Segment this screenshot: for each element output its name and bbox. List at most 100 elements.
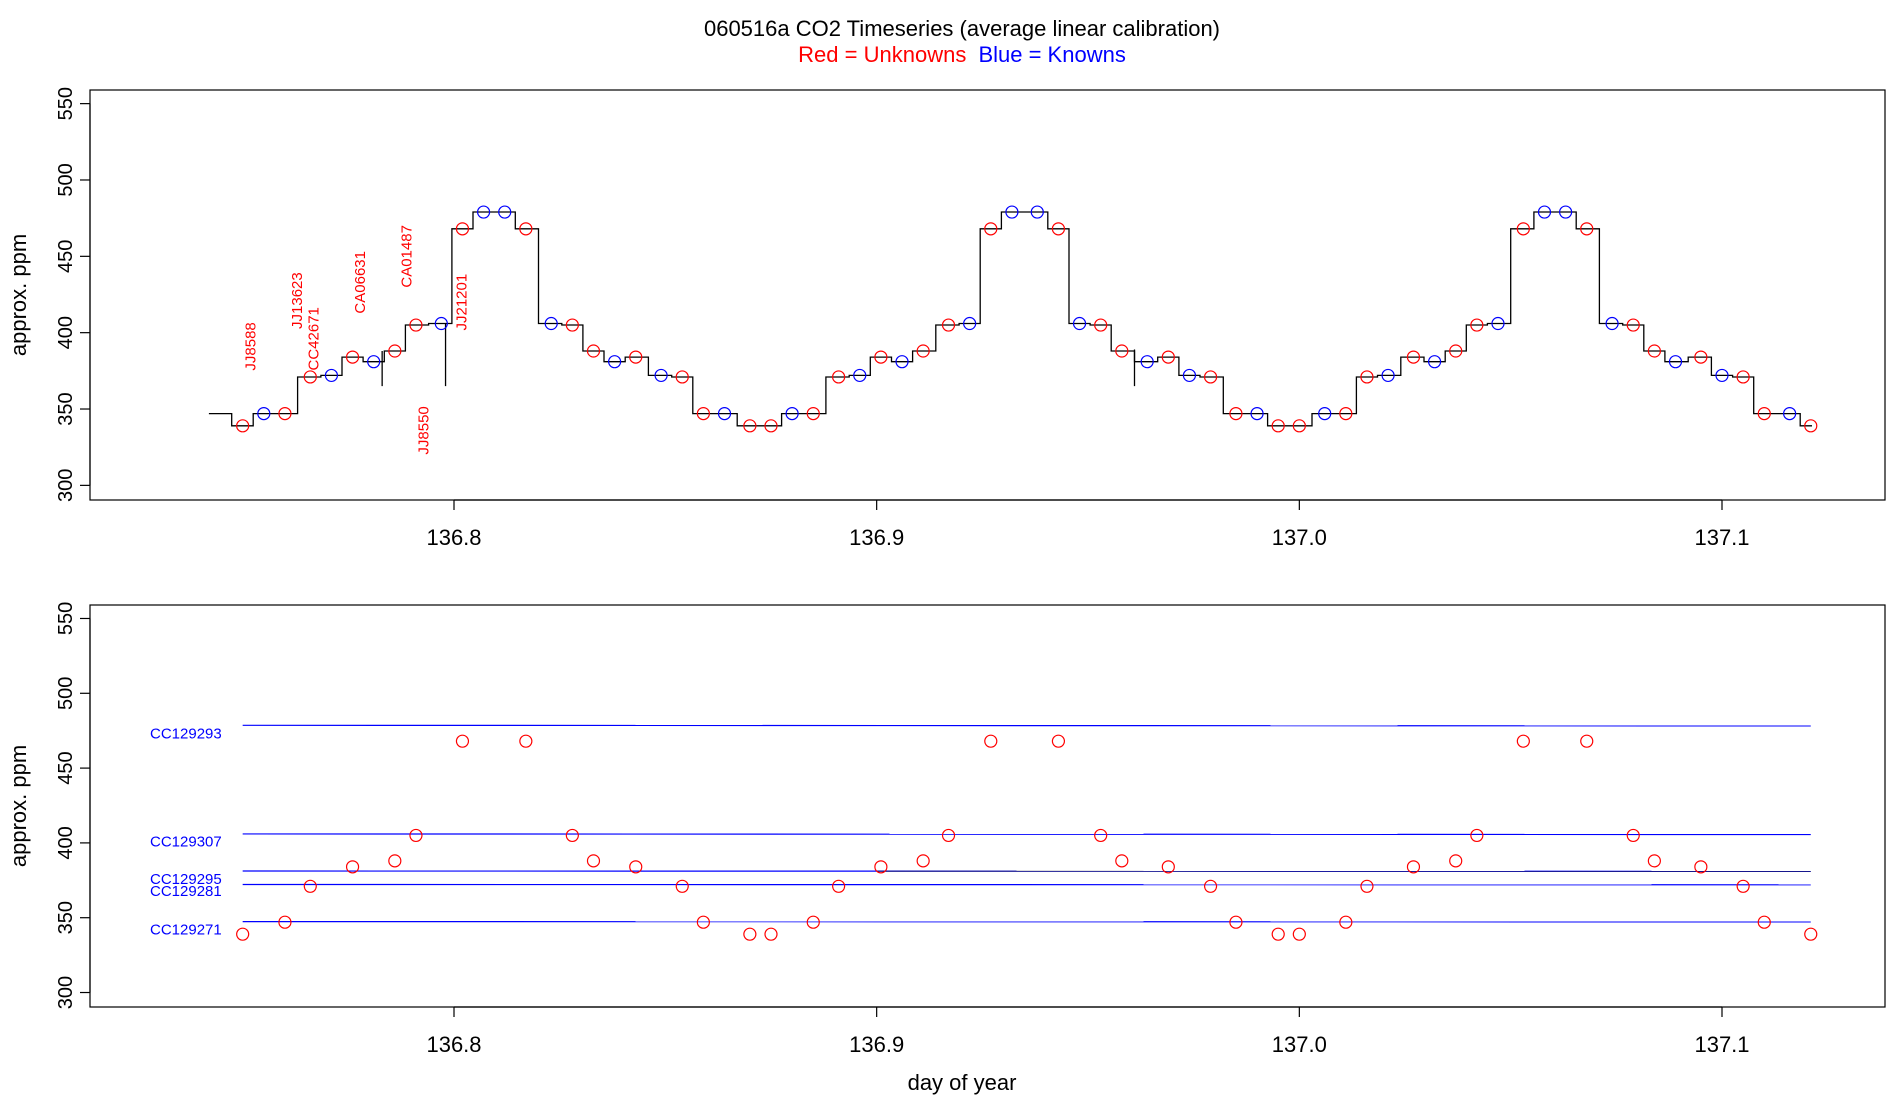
unknown-point: [1360, 370, 1374, 384]
top-y-tick-label: 450: [55, 240, 77, 273]
reference-line: [242, 724, 1811, 727]
reference-label: CC129307: [150, 833, 222, 850]
unknown-point: [806, 407, 820, 421]
unknown-point: [629, 860, 643, 874]
unknown-point: [806, 915, 820, 929]
unknown-point: [565, 318, 579, 332]
unknown-point: [1051, 734, 1066, 748]
unknown-point: [1094, 828, 1108, 843]
unknown-point: [1470, 318, 1484, 332]
unknown-point: [1161, 860, 1175, 874]
unknown-point: [916, 344, 930, 358]
known-point: [476, 205, 491, 219]
unknown-point: [1115, 854, 1129, 868]
known-point: [544, 316, 558, 331]
unknown-point: [455, 222, 470, 236]
unknown-point: [303, 879, 317, 893]
unknown-point: [1094, 318, 1108, 332]
sample-id-label: JJ13623: [289, 272, 306, 329]
top-y-tick-label: 400: [55, 316, 77, 349]
bottom-y-tick-label: 350: [55, 901, 77, 934]
unknown-point: [1229, 915, 1243, 929]
unknown-point: [1694, 350, 1708, 364]
unknown-point: [1229, 407, 1243, 421]
sample-id-label: JJ8550: [416, 406, 433, 454]
unknown-point: [916, 854, 930, 868]
bottom-x-tick-label: 136.8: [426, 1032, 481, 1057]
sample-id-label: CA01487: [399, 225, 416, 288]
unknown-point: [1804, 419, 1818, 433]
unknown-point: [388, 344, 402, 358]
unknown-point: [1203, 879, 1218, 893]
x-axis-title: day of year: [908, 1070, 1017, 1095]
known-point: [1605, 316, 1619, 331]
unknown-point: [1757, 407, 1771, 421]
unknown-point: [764, 419, 778, 433]
sample-id-label: CA06631: [352, 251, 369, 314]
unknown-point: [874, 860, 888, 874]
known-point: [853, 368, 867, 383]
unknown-point: [1694, 860, 1708, 874]
top-y-tick-label: 350: [55, 392, 77, 425]
unknown-point: [696, 915, 710, 929]
bottom-y-tick-label: 500: [55, 677, 77, 710]
unknown-point: [1757, 915, 1771, 929]
known-point: [1427, 355, 1442, 369]
unknown-point: [1449, 344, 1463, 358]
known-point: [1715, 368, 1729, 383]
unknown-point: [1115, 344, 1129, 358]
known-point: [1537, 205, 1552, 219]
unknown-point: [1580, 734, 1594, 748]
unknown-point: [1516, 734, 1530, 748]
unknown-point: [1360, 879, 1374, 893]
bottom-x-tick-label: 136.9: [849, 1032, 904, 1057]
known-point: [1668, 355, 1683, 369]
bottom-y-tick-label: 450: [55, 751, 77, 784]
known-point: [257, 407, 271, 421]
unknown-point: [236, 419, 250, 433]
unknown-point: [236, 927, 250, 941]
bottom-y-tick-label: 550: [55, 602, 77, 635]
known-point: [608, 355, 622, 369]
unknown-point: [345, 350, 360, 364]
bottom-y-tick-label: 400: [55, 826, 77, 859]
unknown-point: [696, 407, 710, 421]
unknown-point: [1647, 854, 1661, 868]
known-point: [717, 407, 732, 421]
top-x-tick-label: 136.9: [849, 525, 904, 550]
unknown-point: [1804, 927, 1818, 941]
known-point: [1491, 316, 1505, 331]
reference-label: CC129295: [150, 871, 222, 888]
known-point: [1182, 368, 1197, 383]
unknown-point: [1271, 419, 1285, 433]
unknown-point: [1647, 344, 1661, 358]
unknown-point: [303, 370, 317, 384]
unknown-point: [832, 370, 846, 384]
unknown-point: [586, 344, 601, 358]
known-point: [1005, 205, 1019, 219]
unknown-point: [409, 828, 423, 843]
legend-knowns: Blue = Knowns: [978, 42, 1125, 67]
unknown-point: [743, 927, 757, 941]
top-x-tick-label: 137.0: [1272, 525, 1327, 550]
unknown-point: [1406, 350, 1421, 364]
top-y-axis-title: approx. ppm: [6, 234, 31, 356]
unknown-point: [984, 734, 998, 748]
sample-id-label: JJ21201: [454, 274, 471, 331]
top-y-tick-label: 300: [55, 469, 77, 502]
top-y-tick-label: 550: [55, 87, 77, 120]
unknown-point: [1470, 828, 1484, 843]
unknown-point: [409, 318, 423, 332]
unknown-point: [519, 222, 533, 236]
bottom-y-tick-label: 300: [55, 976, 77, 1009]
figure-legend: Red = Unknowns Blue = Knowns: [798, 42, 1126, 67]
known-point: [895, 355, 909, 369]
known-point: [785, 407, 799, 421]
unknown-point: [586, 854, 601, 868]
bottom-x-tick-label: 137.1: [1694, 1032, 1749, 1057]
top-x-tick-label: 137.1: [1694, 525, 1749, 550]
bottom-plot-frame: [89, 604, 1886, 1008]
unknown-point: [675, 370, 689, 384]
unknown-point: [1203, 370, 1218, 384]
unknown-point: [278, 915, 292, 929]
